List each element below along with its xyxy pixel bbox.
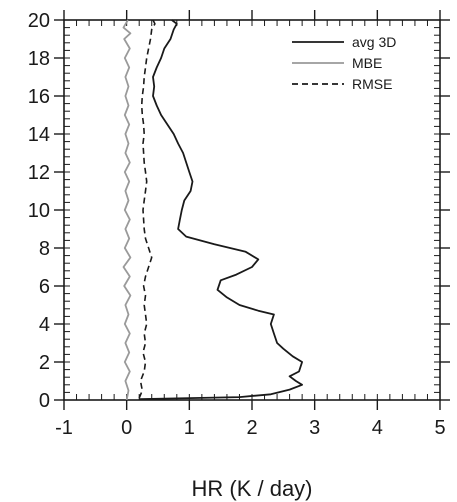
y-tick-label: 2 [39,352,50,374]
series-line-rmse [138,19,156,399]
x-tick-label: 5 [434,417,445,439]
y-tick-label: 20 [28,10,50,32]
y-tick-label: 12 [28,162,50,184]
legend-label-rmse: RMSE [352,76,392,92]
x-tick-label: 2 [246,417,257,439]
series-line-mbe [122,19,132,401]
y-tick-label: 8 [39,238,50,260]
legend-label-avg-3d: avg 3D [352,34,396,50]
legend: avg 3D MBE RMSE [292,34,396,92]
major-ticks [54,10,450,410]
y-tick-label: 18 [28,48,50,70]
y-tick-label: 16 [28,86,50,108]
legend-label-mbe: MBE [352,55,382,71]
x-tick-label: 4 [372,417,383,439]
x-tick-label: 0 [121,417,132,439]
x-tick-label: 3 [309,417,320,439]
y-tick-label: 4 [39,314,50,336]
x-tick-label: 1 [184,417,195,439]
y-tick-label: 10 [28,200,50,222]
y-tick-label: 14 [28,124,50,146]
x-tick-label: -1 [55,417,73,439]
y-tick-label: 0 [39,390,50,412]
x-axis-label: HR (K / day) [191,476,312,501]
series-line-avg-3d [139,19,303,400]
series-layer [122,19,303,401]
y-tick-label: 6 [39,276,50,298]
